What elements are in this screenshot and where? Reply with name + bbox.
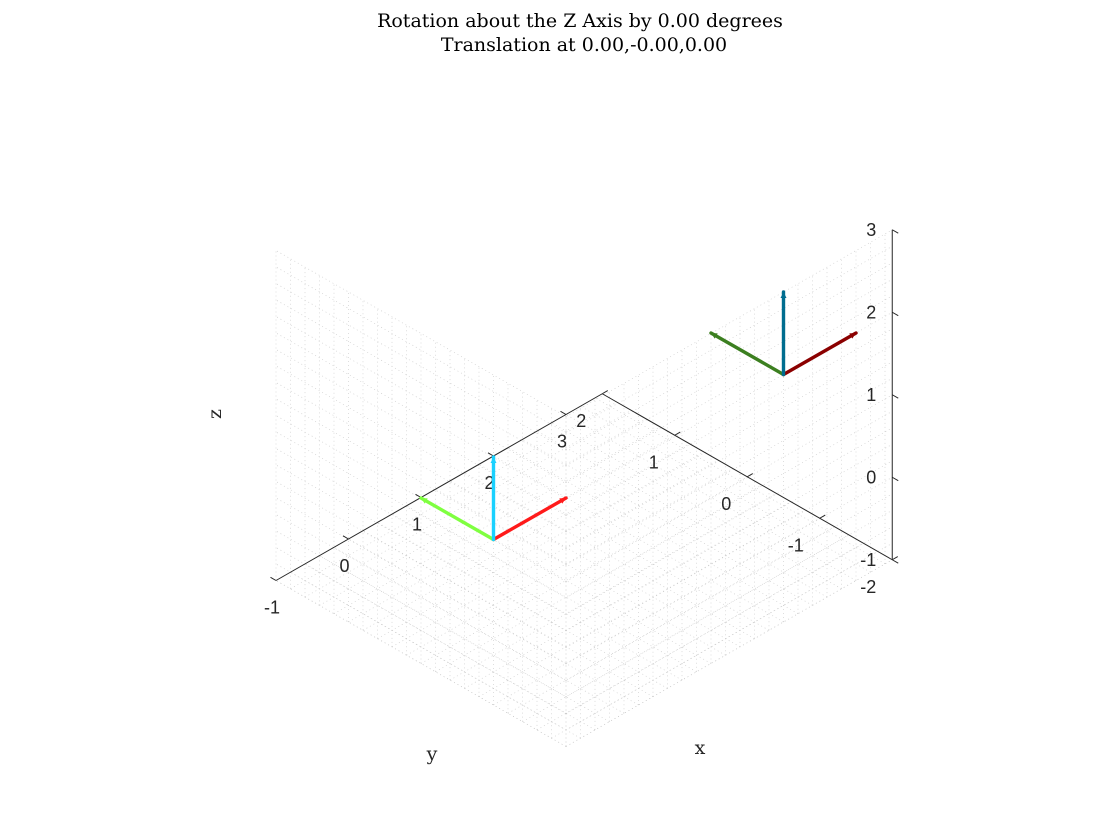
x-tick-mark [487, 452, 494, 457]
y-tick-mark [891, 556, 899, 561]
y-tick-mark [674, 431, 681, 436]
z-axis-label: z [204, 409, 226, 419]
frame2-z-arrowhead [780, 292, 787, 298]
x-tick-label: 3 [557, 432, 567, 452]
z-tick-mark [892, 311, 899, 317]
chart-title: Rotation about the Z Axis by 0.00 degree… [377, 10, 783, 32]
grid-line [449, 493, 777, 681]
z-tick-label: -1 [860, 550, 876, 570]
y-tick-label: -1 [788, 535, 804, 555]
x-tick-label: 0 [339, 556, 349, 576]
x-axis-label: x [695, 737, 706, 759]
y-tick-label: 2 [576, 411, 586, 431]
grid-line [565, 361, 893, 549]
frame1-x-arrow [491, 496, 568, 542]
grid-line [333, 426, 661, 614]
z-tick-mark [892, 559, 899, 564]
z-tick-mark [892, 229, 899, 234]
z-tick-label: 3 [866, 220, 876, 240]
grid-line [275, 398, 567, 566]
grid-line [304, 410, 632, 598]
grid-line [522, 534, 849, 722]
frame2-x-arrow [781, 331, 858, 377]
grid-line [391, 459, 719, 648]
grid-line [362, 443, 690, 631]
grid-line [551, 551, 878, 739]
grid-line [565, 493, 893, 681]
frames-layer [419, 290, 858, 542]
grid-line [420, 476, 748, 664]
grid-line [565, 328, 893, 516]
y-tick-label: -2 [860, 577, 876, 597]
frame1-x-arrowhead [559, 498, 566, 504]
grid-line [275, 250, 567, 417]
grid-line [406, 468, 733, 656]
frame2-y-arrowhead [711, 333, 718, 339]
z-tick-label: 1 [866, 385, 876, 405]
x-tick-label: 1 [412, 515, 422, 535]
grid-line [565, 559, 893, 747]
x-tick-label: 2 [484, 473, 494, 493]
frame2-y-arrow [709, 331, 786, 377]
x-tick-mark [342, 535, 349, 540]
grid-line [275, 266, 567, 434]
x-tick-mark [270, 576, 277, 581]
x-tick-label: -1 [264, 598, 280, 618]
grid-line [565, 262, 893, 450]
grid-line [565, 427, 893, 615]
grid-line [275, 332, 567, 500]
grid-line [377, 451, 704, 639]
grid-line [478, 509, 806, 697]
z-tick-mark [892, 394, 899, 399]
frame1-y-arrowhead [421, 498, 428, 504]
y-axis-label: y [426, 743, 438, 765]
grid-line [275, 464, 567, 632]
y-tick-mark [601, 390, 609, 395]
grid-line [565, 295, 893, 483]
x-axis-line [275, 393, 603, 581]
grid-line [565, 229, 893, 417]
frame1-z-arrowhead [490, 457, 497, 463]
grid-line [319, 418, 646, 606]
grid-line [536, 542, 864, 731]
y-tick-label: 0 [721, 494, 731, 514]
grid-line [565, 509, 893, 698]
y-tick-label: 1 [649, 452, 659, 472]
grid-line [565, 278, 893, 467]
grid-line [435, 484, 762, 673]
z-tick-label: 2 [866, 302, 876, 322]
chart-subtitle: Translation at 0.00,-0.00,0.00 [441, 34, 727, 56]
grid-layer [275, 229, 893, 747]
grid-line [565, 460, 893, 648]
grid-line [507, 526, 835, 714]
y-tick-mark [746, 473, 754, 478]
frame1-y-arrow [419, 496, 496, 542]
x-tick-mark [560, 410, 567, 415]
z-tick-mark [892, 476, 899, 482]
y-tick-mark [819, 514, 826, 519]
grid-line [565, 443, 893, 632]
z-tick-label: 0 [866, 467, 876, 487]
frame2-x-arrowhead [849, 333, 856, 339]
